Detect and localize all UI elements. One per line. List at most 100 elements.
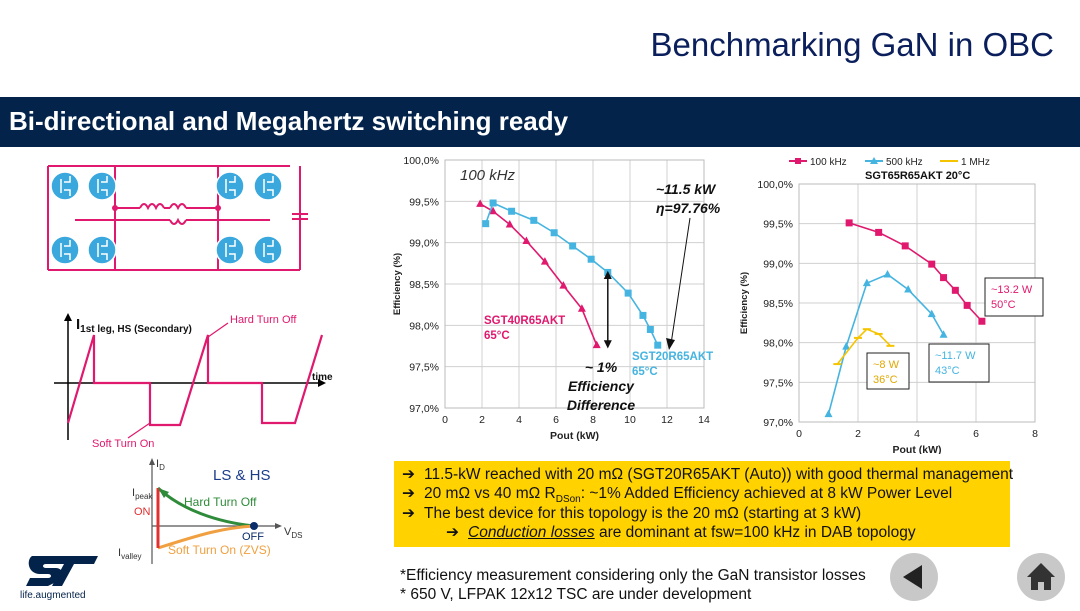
bullet-4-rest: are dominant at fsw=100 kHz in DAB topol… [594, 524, 916, 541]
legend-entry-3: 1 MHz [961, 157, 990, 168]
difference-label-line2: Efficiency [568, 378, 635, 394]
legend-entry-2: 500 kHz [886, 157, 923, 168]
series-label-sgt40r65akt: SGT40R65AKT [484, 315, 565, 327]
chart-efficiency-sgt65: 97,0% 97,5% 98,0% 98,5% 99,0% 99,5% 100,0% 0 2 4 6… [735, 152, 1055, 454]
callout-500khz-line1: ~11.7 W [935, 350, 976, 362]
id-axis-label: I [156, 458, 159, 470]
data-point [569, 242, 577, 250]
soft-turn-on-label: Soft Turn On [92, 438, 154, 450]
x-tick-label: 6 [553, 414, 559, 426]
home-button[interactable] [1017, 553, 1065, 601]
data-point [963, 301, 971, 309]
y-tick-label: 99,0% [763, 258, 793, 270]
bullet-3: ➔ The best device for this topology is th… [402, 504, 861, 523]
power-annotation-line1: ~11.5 kW [656, 181, 717, 197]
x-tick-label: 0 [442, 414, 448, 426]
series-temp-sgt40r65akt: 65°C [484, 330, 510, 342]
bullet-1-text: 11.5-kW reached with 20 mΩ (SGT20R65AKT … [424, 466, 1014, 483]
svg-text:Ivalley: Ivalley [118, 547, 142, 561]
x-tick-label: 4 [516, 414, 522, 426]
arrow-icon: ➔ [402, 466, 415, 483]
ipeak-label: I [132, 487, 135, 499]
difference-arrowhead-bottom [603, 340, 612, 349]
back-button[interactable] [890, 553, 938, 601]
svg-text:I1st leg, HS (Secondary): I1st leg, HS (Secondary) [76, 316, 192, 335]
y-tick-label: 98,0% [763, 338, 793, 350]
annotation-pointer [670, 217, 691, 345]
ivalley-label: I [118, 547, 121, 559]
x-tick-label: 6 [973, 428, 979, 440]
x-tick-label: 8 [1032, 428, 1038, 440]
x-tick-label: 10 [624, 414, 636, 426]
data-point [904, 285, 913, 293]
signal-i-label: I [76, 316, 80, 333]
banner-subtitle: Bi-directional and Megahertz switching r… [9, 106, 569, 136]
dab-circuit-schematic [47, 165, 308, 271]
home-icon [1027, 563, 1055, 590]
st-logo-icon [26, 556, 98, 586]
bullet-2-sub: DSon [555, 494, 581, 506]
x-tick-label: 0 [796, 428, 802, 440]
callout-1mhz-line1: ~8 W [873, 359, 900, 371]
bullet-4: ➔ Conduction losses are dominant at fsw=1… [446, 523, 916, 542]
soft-turn-on-zvs-label: Soft Turn On (ZVS) [168, 543, 271, 557]
chart-title: 100 kHz [460, 167, 516, 184]
id-axis-sub: D [159, 463, 165, 472]
bullet-2: ➔ 20 mΩ vs 40 mΩ RDSon: ~1% Added Efficie… [402, 484, 952, 505]
data-point [587, 255, 595, 263]
y-axis-label: Efficiency (%) [739, 272, 750, 334]
y-tick-label: 99,5% [409, 196, 439, 208]
data-point [540, 257, 549, 265]
difference-label-line1: ~ 1% [585, 359, 618, 375]
footnote-1: *Efficiency measurement considering only… [400, 567, 866, 584]
data-point [951, 286, 959, 294]
off-label: OFF [242, 531, 264, 543]
arrow-icon: ➔ [402, 505, 415, 522]
x-tick-label: 8 [590, 414, 596, 426]
arrow-icon: ➔ [446, 524, 459, 541]
bullet-1: ➔ 11.5-kW reached with 20 mΩ (SGT20R65AKT… [402, 465, 1013, 484]
key-findings-box: ➔ 11.5-kW reached with 20 mΩ (SGT20R65AKT… [394, 461, 1013, 547]
data-point [522, 236, 531, 245]
y-tick-label: 97,0% [409, 403, 439, 415]
callout-100khz-line1: ~13.2 W [991, 284, 1033, 296]
vds-axis-sub: DS [291, 531, 302, 540]
y-axis-label: Efficiency (%) [392, 253, 403, 315]
chart-efficiency-100khz: 97,0% 97,5% 98,0% 98,5% 99,0% 99,5% 100,0% 0 2 4 6… [388, 152, 733, 444]
vds-axis-label: V [284, 526, 292, 538]
data-point [530, 216, 538, 224]
signal-sub-label: 1st leg, HS (Secondary) [80, 324, 192, 335]
data-point [559, 281, 568, 289]
x-tick-label: 4 [914, 428, 920, 440]
x-tick-label: 12 [661, 414, 673, 426]
data-point [654, 341, 662, 349]
y-tick-label: 99,0% [409, 238, 439, 250]
data-point [842, 342, 851, 350]
subtitle-banner [0, 97, 1080, 147]
data-point [639, 311, 647, 319]
data-point [476, 199, 485, 207]
series-line-100-khz [848, 222, 983, 322]
chart-title: SGT65R65AKT 20°C [865, 170, 970, 182]
data-point [824, 409, 833, 418]
y-tick-label: 99,5% [763, 219, 793, 231]
y-tick-label: 98,0% [409, 320, 439, 332]
series-temp-sgt20r65akt: 65°C [632, 366, 658, 378]
x-axis-label: Pout (kW) [893, 444, 942, 454]
legend-marker [870, 157, 878, 164]
data-point [482, 220, 490, 228]
difference-label-line3: Difference [567, 397, 635, 413]
data-point [928, 260, 936, 268]
page-title: Benchmarking GaN in OBC [650, 26, 1055, 63]
x-tick-label: 14 [698, 414, 710, 426]
vi-hard-turn-off-label: Hard Turn Off [184, 495, 257, 509]
x-tick-label: 2 [855, 428, 861, 440]
data-point [505, 219, 514, 228]
y-tick-label: 97,5% [763, 377, 793, 389]
y-tick-label: 97,0% [763, 417, 793, 429]
bullet-4-emph: Conduction losses [468, 524, 595, 541]
ls-hs-label: LS & HS [213, 467, 271, 484]
y-tick-label: 98,5% [409, 279, 439, 291]
data-point [927, 309, 936, 318]
difference-arrowhead-top [603, 270, 612, 280]
